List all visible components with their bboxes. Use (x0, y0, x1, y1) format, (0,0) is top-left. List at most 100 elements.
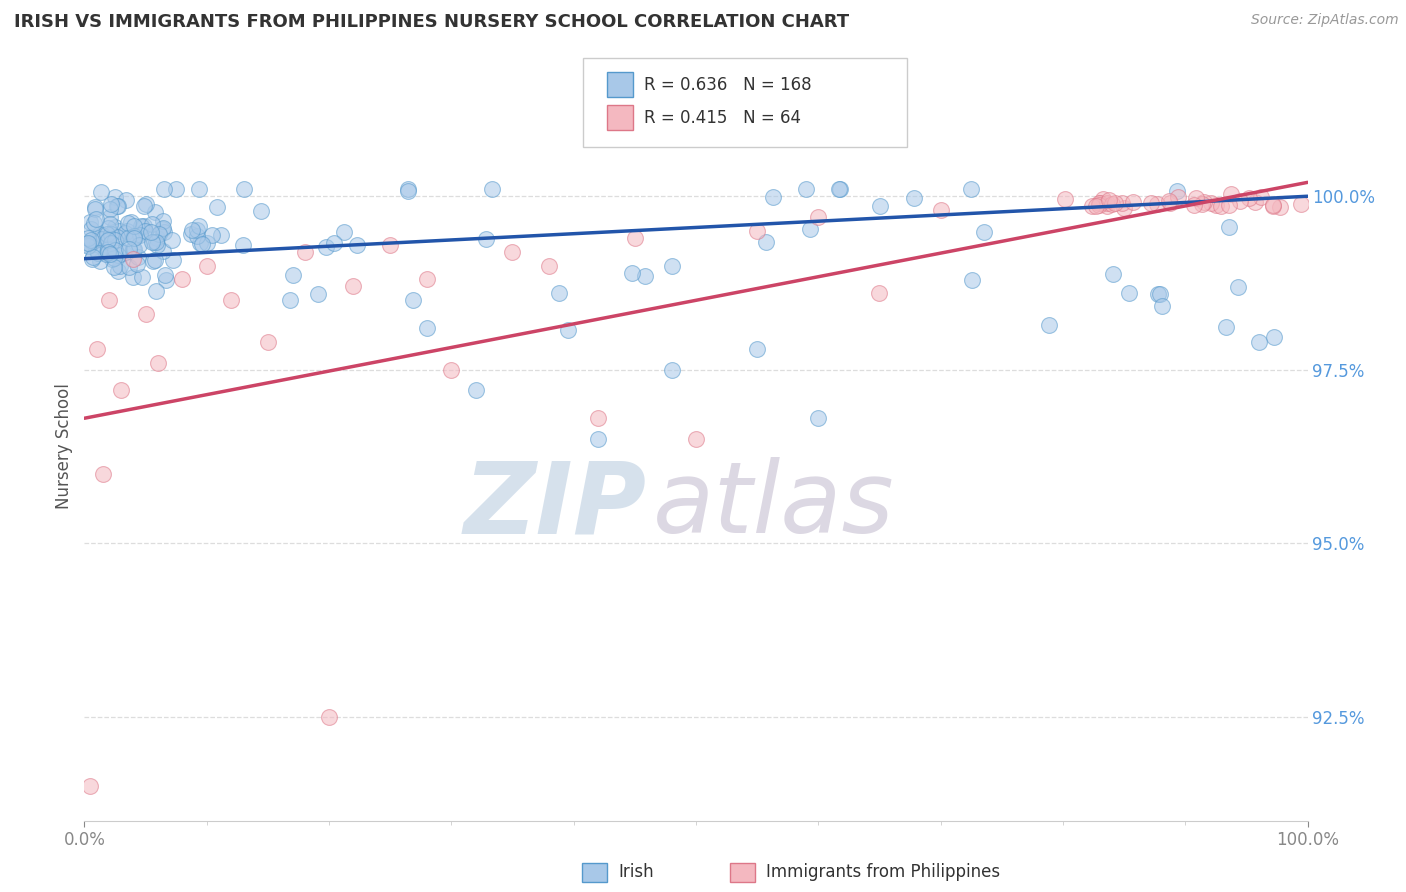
Point (86, 342, 108, 356)
Point (440, 362, 463, 376)
Point (84, 243, 107, 257)
Point (1118, 286, 1140, 301)
Point (100, 227, 122, 242)
Point (114, 246, 136, 260)
Point (98, 217, 121, 231)
Point (346, 238, 368, 252)
Point (250, 204, 273, 219)
Point (110, 384, 132, 398)
Point (181, 223, 204, 237)
Point (315, 240, 337, 254)
Point (257, 334, 280, 349)
Point (127, 257, 149, 271)
Point (634, 269, 657, 284)
Point (98, 246, 121, 260)
Point (79, 236, 101, 251)
Point (188, 219, 211, 233)
Point (1087, 198, 1109, 212)
Point (115, 194, 138, 208)
Point (96, 238, 118, 252)
Point (145, 284, 167, 298)
Point (1159, 195, 1181, 210)
Point (1261, 197, 1284, 211)
Point (186, 229, 208, 244)
Point (869, 286, 891, 301)
Point (1192, 194, 1215, 209)
Point (79, 222, 101, 236)
Point (105, 230, 128, 244)
Point (155, 273, 177, 287)
Point (828, 182, 851, 196)
Point (98, 202, 121, 217)
Point (122, 228, 145, 243)
Point (548, 285, 571, 300)
Point (79, 215, 101, 229)
Point (141, 217, 163, 231)
Point (128, 227, 150, 242)
Point (77, 239, 100, 253)
Point (1191, 197, 1213, 211)
Point (90, 232, 112, 246)
Point (1149, 287, 1171, 301)
Point (1209, 199, 1232, 213)
Point (139, 225, 162, 239)
Point (396, 182, 419, 196)
Point (201, 228, 224, 243)
Point (1146, 197, 1168, 211)
Point (134, 224, 156, 238)
Point (97, 293, 120, 308)
Point (131, 269, 153, 284)
Point (152, 244, 174, 258)
Point (1122, 194, 1144, 209)
Point (1102, 268, 1125, 282)
Point (661, 362, 683, 376)
Point (91, 227, 114, 242)
Point (91, 467, 114, 481)
Point (145, 235, 167, 250)
Point (624, 231, 647, 245)
Point (79, 779, 101, 793)
Point (86, 246, 108, 260)
Point (77, 237, 100, 252)
Point (128, 238, 150, 252)
Point (929, 203, 952, 218)
Point (143, 252, 166, 267)
Point (104, 220, 127, 235)
Point (146, 238, 169, 252)
Point (205, 200, 228, 214)
Point (94, 230, 117, 244)
Point (120, 228, 142, 243)
Point (188, 236, 211, 251)
Point (1249, 334, 1271, 349)
Point (464, 384, 486, 398)
Point (162, 252, 184, 267)
Point (1199, 195, 1222, 210)
Point (131, 220, 153, 235)
Point (1159, 194, 1181, 208)
Point (94, 246, 117, 260)
Point (125, 229, 148, 244)
Point (1263, 330, 1285, 344)
Point (118, 260, 141, 275)
Point (83, 202, 105, 216)
Point (146, 231, 169, 245)
Point (186, 223, 208, 237)
Point (1104, 196, 1126, 211)
Point (108, 260, 131, 274)
Point (100, 236, 122, 251)
Point (294, 244, 316, 259)
Point (1229, 194, 1251, 208)
Point (342, 279, 364, 293)
Point (89, 227, 111, 241)
Point (97, 244, 120, 259)
Point (209, 228, 232, 243)
Point (794, 182, 817, 196)
Point (332, 225, 354, 239)
Point (1243, 194, 1265, 209)
Point (122, 252, 145, 266)
Point (1167, 189, 1189, 203)
Text: R = 0.415   N = 64: R = 0.415 N = 64 (644, 109, 801, 127)
Point (1268, 201, 1291, 215)
Point (219, 293, 242, 308)
Point (973, 225, 995, 239)
